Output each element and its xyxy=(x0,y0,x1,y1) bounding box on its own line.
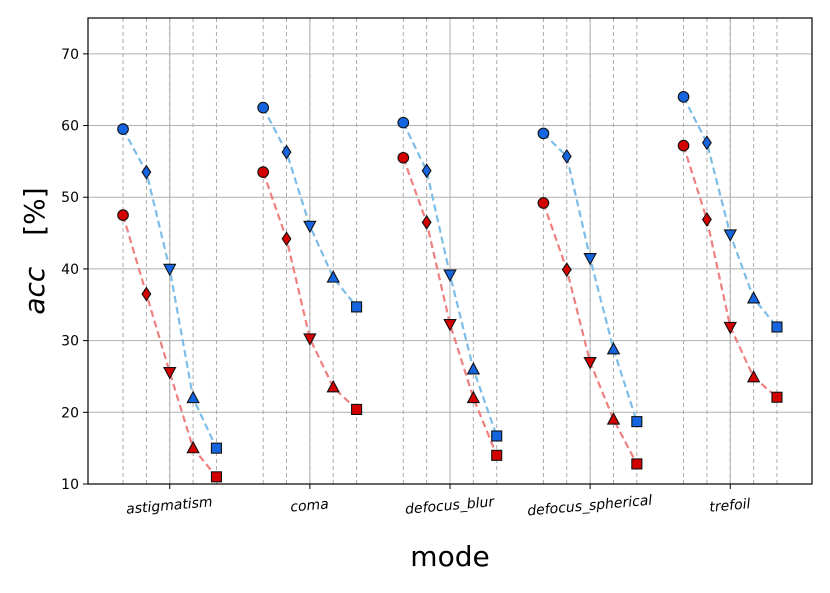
data-point-triangle-down xyxy=(443,269,457,283)
grid-layer xyxy=(88,18,812,485)
data-point-square xyxy=(771,391,783,403)
y-tick-label: 30 xyxy=(61,334,79,350)
data-point-triangle-up xyxy=(326,379,340,393)
data-point-triangle-up xyxy=(606,412,621,425)
data-point-circle xyxy=(537,197,550,209)
data-point-square xyxy=(210,442,223,454)
data-point-triangle-down xyxy=(303,220,317,234)
data-point-triangle-up xyxy=(606,341,621,355)
data-point-square xyxy=(210,471,223,483)
x-tick-label: astigmatism xyxy=(126,494,214,517)
y-tick-label: 70 xyxy=(61,47,79,63)
data-point-circle xyxy=(257,101,270,114)
data-point-triangle-up xyxy=(746,290,761,304)
data-point-circle xyxy=(537,127,550,140)
x-axis-label: mode xyxy=(410,540,489,573)
x-tick-label: coma xyxy=(290,496,330,515)
data-point-triangle-down xyxy=(163,263,177,277)
y-axis-label-variable: acc xyxy=(18,266,51,315)
data-point-triangle-down xyxy=(583,253,597,266)
series-layer xyxy=(117,91,783,483)
y-tick-label: 50 xyxy=(61,190,79,206)
data-point-circle xyxy=(397,116,410,129)
y-tick-label: 20 xyxy=(61,405,79,421)
data-point-circle xyxy=(677,139,690,152)
y-tick-label: 60 xyxy=(61,119,79,135)
data-point-circle xyxy=(397,151,410,164)
data-point-triangle-down xyxy=(723,229,737,242)
y-axis-label-unit: [%] xyxy=(18,187,51,235)
data-point-triangle-down xyxy=(443,318,457,332)
data-point-triangle-down xyxy=(303,333,317,346)
data-point-triangle-up xyxy=(186,440,200,454)
data-point-square xyxy=(491,449,503,461)
series-line xyxy=(262,171,358,411)
data-point-circle xyxy=(117,209,129,222)
series-line xyxy=(402,157,498,456)
x-tick-label: defocus_spherical xyxy=(527,493,653,520)
data-point-diamond xyxy=(421,163,432,179)
x-tick-label: trefoil xyxy=(709,496,751,516)
data-point-triangle-up xyxy=(326,270,340,283)
y-axis-label: acc [%] xyxy=(18,187,51,314)
data-point-square xyxy=(631,458,643,470)
data-point-triangle-up xyxy=(466,361,481,375)
series-1 xyxy=(117,139,783,483)
data-point-triangle-down xyxy=(583,356,597,370)
data-point-circle xyxy=(257,166,270,178)
data-point-diamond xyxy=(701,135,712,151)
data-point-triangle-down xyxy=(723,321,737,335)
y-tick-label: 40 xyxy=(61,262,79,278)
data-point-square xyxy=(351,403,363,415)
data-point-diamond xyxy=(141,286,152,302)
data-point-diamond xyxy=(561,262,572,278)
data-point-diamond xyxy=(421,214,432,230)
data-point-diamond xyxy=(701,211,712,227)
data-point-square xyxy=(351,301,363,313)
data-point-diamond xyxy=(141,164,152,180)
data-point-diamond xyxy=(561,148,572,164)
data-point-triangle-up xyxy=(746,369,761,383)
data-point-circle xyxy=(677,91,690,103)
data-point-triangle-up xyxy=(466,390,481,404)
x-tick-label: defocus_blur xyxy=(404,494,496,518)
series-line xyxy=(121,214,218,478)
series-0 xyxy=(117,91,783,454)
data-point-square xyxy=(491,430,503,442)
data-point-diamond xyxy=(281,231,292,247)
data-point-square xyxy=(771,321,783,333)
data-point-diamond xyxy=(281,144,292,160)
data-point-square xyxy=(631,416,643,428)
axis-layer: 10 20 30 40 50 60 70 astigmatism coma defocus_blu… xyxy=(61,47,751,520)
data-point-circle xyxy=(117,123,129,135)
y-tick-label: 10 xyxy=(61,477,79,493)
data-point-triangle-down xyxy=(163,367,177,380)
data-point-triangle-up xyxy=(186,390,200,404)
